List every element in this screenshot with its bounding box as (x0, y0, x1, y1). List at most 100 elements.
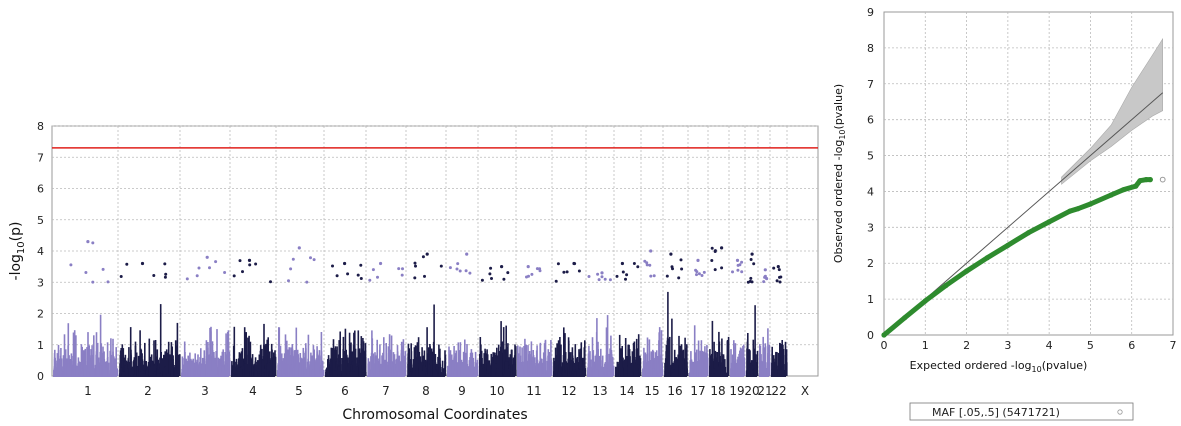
data-point-column (154, 371, 156, 376)
data-point-column (183, 341, 186, 376)
data-point-column (357, 330, 360, 376)
data-point (359, 277, 363, 280)
peak-point (425, 252, 429, 256)
data-point-column (84, 348, 87, 376)
data-point-column (136, 372, 139, 376)
data-point-column (484, 375, 486, 376)
data-point-column (367, 371, 370, 376)
data-point-column (87, 355, 90, 376)
chromosome-6-points (325, 261, 367, 377)
data-point-column (514, 344, 516, 376)
data-point-column (545, 370, 547, 376)
data-point-column (554, 361, 557, 376)
data-point-column (410, 372, 412, 376)
data-point-column (266, 363, 269, 376)
data-point-column (392, 372, 394, 376)
peak-point (343, 261, 347, 266)
chromosome-base (277, 375, 323, 377)
data-point-column (320, 332, 323, 376)
data-point (414, 264, 417, 268)
data-point-column (174, 340, 177, 376)
data-point-column (206, 373, 209, 376)
data-point-column (383, 367, 386, 376)
data-point-column (428, 368, 430, 376)
data-point-column (544, 339, 547, 376)
data-point-column (182, 371, 185, 376)
data-point (506, 271, 510, 275)
data-point-column (404, 373, 407, 376)
chromosome-8-points (407, 252, 447, 377)
data-point-column (342, 336, 345, 376)
data-point-column (325, 374, 328, 376)
plot-frame (51, 125, 819, 377)
data-point-column (71, 373, 74, 376)
data-point-column (219, 374, 221, 376)
data-point-column (251, 354, 254, 376)
data-point-column (372, 369, 375, 376)
data-point-column (307, 358, 309, 376)
data-point-column (123, 371, 125, 376)
data-point-column (536, 374, 538, 376)
data-point-column (454, 363, 456, 376)
data-point-column (183, 365, 185, 376)
data-point-column (495, 372, 498, 376)
data-point-column (355, 369, 357, 376)
data-point-column (167, 373, 170, 376)
data-point-column (421, 371, 424, 376)
data-point (554, 279, 558, 283)
data-point-column (160, 352, 162, 376)
data-point-column (264, 365, 267, 376)
data-point-column (348, 355, 351, 376)
data-point-column (271, 375, 273, 376)
data-point-column (377, 372, 380, 376)
data-point-column (457, 342, 460, 376)
data-point-column (453, 371, 456, 376)
data-point (490, 277, 493, 280)
data-point-column (464, 368, 467, 376)
data-point-column (508, 365, 511, 376)
chromosome-1-points (53, 240, 119, 377)
data-point-column (515, 369, 517, 376)
data-point-column (207, 360, 210, 376)
data-point (335, 274, 339, 278)
data-point-column (360, 336, 363, 376)
data-point-column (400, 341, 403, 376)
data-point-column (292, 368, 295, 376)
data-point-column (194, 371, 196, 376)
data-point-column (203, 350, 206, 376)
data-point-column (128, 347, 130, 376)
data-point-column (500, 321, 502, 376)
data-point-column (522, 366, 525, 376)
data-point-column (539, 361, 542, 376)
data-point-column (449, 350, 452, 376)
data-point-column (342, 367, 345, 376)
data-point-column (310, 352, 312, 376)
data-point-column (393, 354, 396, 376)
peak-point (379, 261, 383, 266)
data-point-column (321, 373, 323, 376)
data-point-column (79, 373, 82, 376)
data-point-column (99, 314, 102, 376)
data-point-column (546, 374, 549, 376)
data-point-column (200, 369, 203, 376)
data-point-column (486, 354, 489, 376)
data-point (421, 255, 425, 259)
data-point (458, 269, 462, 273)
data-point-column (578, 352, 581, 376)
data-point-column (528, 351, 531, 376)
data-point-column (205, 340, 208, 376)
data-point-column (274, 356, 277, 376)
data-point-column (311, 355, 314, 376)
chromosome-5-points (277, 246, 325, 377)
data-point-column (387, 364, 389, 376)
data-point-column (286, 340, 288, 376)
data-point-column (476, 367, 478, 376)
data-point-column (531, 361, 534, 376)
data-point-column (73, 350, 76, 376)
chromosome-9-points (447, 252, 479, 377)
data-point-column (195, 370, 198, 376)
chromosome-base (181, 375, 229, 377)
data-point-column (327, 368, 330, 376)
data-point (468, 271, 472, 275)
data-point-column (311, 369, 314, 376)
